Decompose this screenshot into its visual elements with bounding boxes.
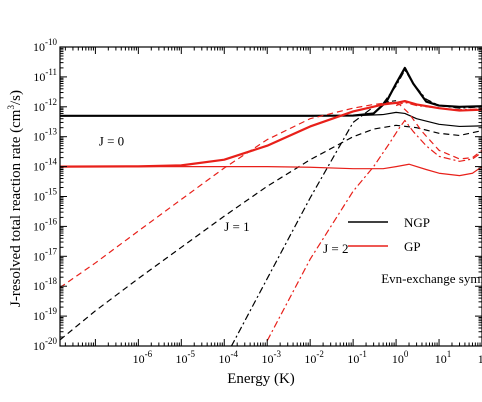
y-tick-label: 10-17 [33, 246, 57, 263]
ngp-j0-solid-line-1 [353, 111, 482, 128]
x-tick-label: 10-1 [347, 349, 367, 366]
x-tick-label: 10-2 [304, 349, 324, 366]
legend: NGP GP [348, 215, 430, 254]
annotation-j-2: J = 2 [323, 241, 348, 256]
y-tick-label: 10-16 [33, 216, 57, 233]
ngp-j1-dashed-line-3 [60, 124, 482, 341]
x-tick-label: 101 [435, 349, 452, 366]
y-tick-label: 10-11 [33, 67, 57, 84]
ngp-j0-solid-line-0 [60, 66, 482, 117]
gp-j0-dashdot-line-7 [395, 101, 482, 111]
legend-label-gp: GP [404, 239, 421, 254]
y-tick-label: 10-18 [33, 276, 57, 293]
y-tick-label: 10-14 [33, 157, 57, 174]
x-tick-label: 10-3 [261, 349, 281, 366]
x-tick-label: 102 [478, 349, 482, 366]
y-tick-label: 10-19 [33, 306, 57, 323]
plot-lines [60, 66, 482, 346]
annotation-j-1: J = 1 [224, 219, 249, 234]
annotation-evn-exchange-symm: Evn-exchange symm [381, 271, 482, 286]
ngp-j0-dashdot-line-2 [382, 69, 482, 109]
x-tick-label: 10-5 [176, 349, 196, 366]
annotations: J = 0 J = 1 J = 2 Evn-exchange symm [99, 134, 482, 286]
y-tick-label: 10-13 [33, 127, 57, 144]
y-tick-label: 10-15 [33, 187, 57, 204]
y-axis-title: J-resolved total reaction rate (cm3/s) [6, 90, 24, 307]
x-tick-label: 10-4 [219, 349, 239, 366]
axis-tick-labels: 10-6 10-5 10-4 10-3 10-2 10-1 100 101 102 10-10 10… [33, 37, 482, 366]
y-tick-label: 10-10 [33, 37, 57, 54]
gp-j2-dashdot-line-9 [266, 119, 482, 342]
legend-label-ngp: NGP [404, 215, 430, 230]
annotation-j-0: J = 0 [99, 134, 124, 149]
axis-ticks [60, 46, 482, 347]
y-tick-label: 10-12 [33, 97, 57, 114]
gp-j0-solid-line-6 [60, 163, 482, 177]
x-tick-label: 100 [392, 349, 409, 366]
y-tick-label: 10-20 [33, 336, 57, 353]
gp-j1-dashed-line-8 [60, 101, 482, 289]
x-tick-label: 10-6 [133, 349, 153, 366]
x-axis-title: Energy (K) [227, 371, 295, 387]
ngp-j2-dashdot-line-4 [230, 100, 397, 346]
